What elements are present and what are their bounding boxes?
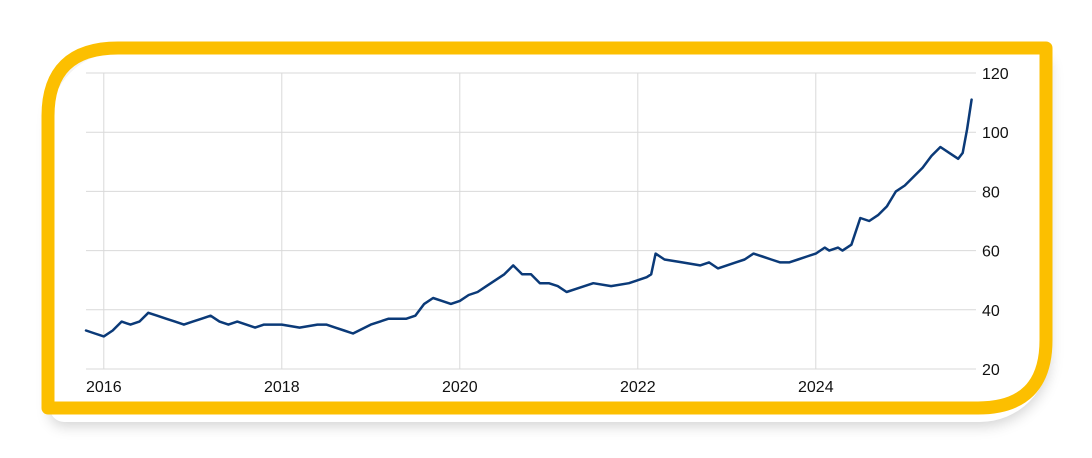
y-tick-label: 80 (982, 184, 1000, 201)
series-line-0 (84, 98, 973, 338)
y-tick-label: 100 (982, 125, 1009, 142)
x-tick-label: 2020 (442, 379, 478, 396)
y-tick-label: 60 (982, 244, 1000, 261)
grid-lines (86, 72, 976, 370)
chart-frame (41, 41, 1053, 415)
x-tick-label: 2016 (86, 379, 122, 396)
x-axis-ticks: 2016 2018 2020 2022 2024 (86, 379, 834, 396)
x-tick-label: 2024 (798, 379, 834, 396)
y-tick-label: 20 (982, 362, 1000, 379)
y-tick-label: 40 (982, 303, 1000, 320)
x-tick-label: 2018 (264, 379, 300, 396)
series-layer (84, 98, 973, 338)
y-tick-label: 120 (982, 66, 1009, 83)
x-tick-label: 2022 (620, 379, 656, 396)
y-axis-ticks: 20 40 60 80 100 120 (982, 66, 1009, 379)
